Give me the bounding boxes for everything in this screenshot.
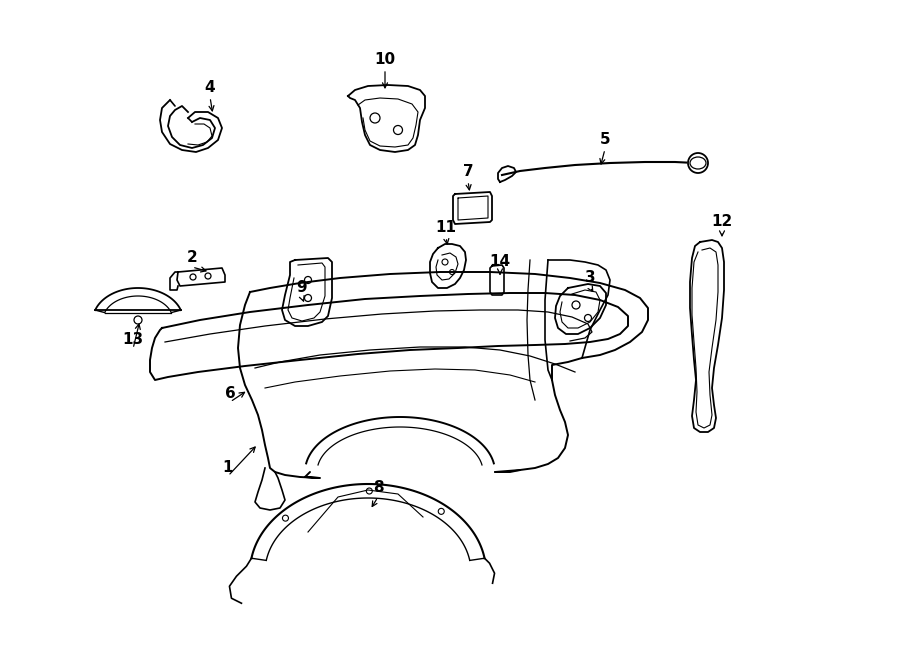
Text: 7: 7 <box>463 165 473 180</box>
Text: 2: 2 <box>186 251 197 266</box>
Text: 1: 1 <box>223 459 233 475</box>
Text: 11: 11 <box>436 221 456 235</box>
Text: 3: 3 <box>585 270 595 286</box>
Text: 12: 12 <box>711 215 733 229</box>
Text: 13: 13 <box>122 332 144 348</box>
Circle shape <box>688 153 708 173</box>
Text: 9: 9 <box>297 280 307 295</box>
Text: 6: 6 <box>225 385 236 401</box>
Text: 8: 8 <box>373 481 383 496</box>
Text: 4: 4 <box>204 81 215 95</box>
Text: 5: 5 <box>599 132 610 147</box>
Text: 14: 14 <box>490 254 510 270</box>
Text: 10: 10 <box>374 52 396 67</box>
